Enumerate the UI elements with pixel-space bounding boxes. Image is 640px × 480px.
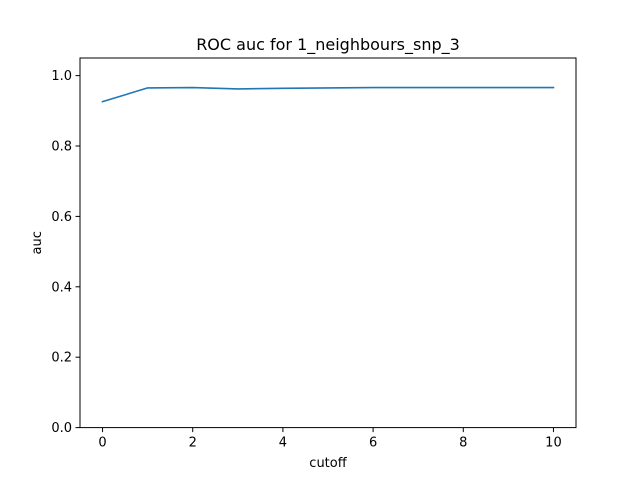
plot-frame (79, 57, 577, 429)
x-tick-label: 4 (279, 436, 287, 451)
x-tick-label: 6 (369, 436, 377, 451)
chart-title: ROC auc for 1_neighbours_snp_3 (196, 35, 460, 55)
y-axis-label: auc (30, 231, 45, 254)
y-tick-label: 0.4 (51, 280, 72, 295)
y-tick-label: 1.0 (51, 69, 72, 84)
y-tick-label: 0.6 (51, 210, 72, 225)
x-axis-label: cutoff (309, 456, 347, 471)
y-tick-label: 0.2 (51, 351, 72, 366)
x-tick-label: 2 (189, 436, 197, 451)
x-tick-label: 10 (545, 436, 562, 451)
y-tick-label: 0.8 (51, 140, 72, 155)
x-tick-label: 8 (459, 436, 467, 451)
y-tick-label: 0.0 (51, 421, 72, 436)
x-tick-label: 0 (98, 436, 106, 451)
series-line (101, 86, 555, 103)
